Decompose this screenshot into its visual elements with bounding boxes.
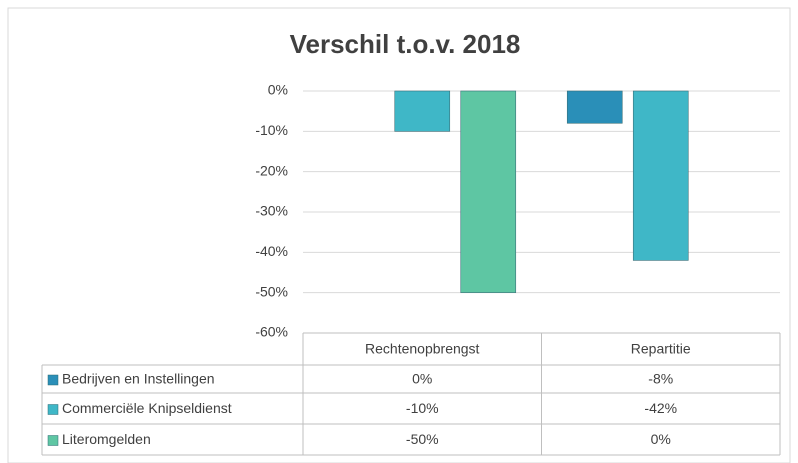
legend-key xyxy=(47,374,59,386)
y-tick-label: -10% xyxy=(255,122,288,138)
y-tick-label: -50% xyxy=(255,283,288,299)
y-tick-label: -30% xyxy=(255,203,288,219)
legend-key xyxy=(47,404,59,415)
table-value: 0% xyxy=(651,431,671,447)
table-value: -50% xyxy=(406,431,439,447)
bar xyxy=(460,90,517,293)
table-value: -42% xyxy=(644,400,677,416)
bar xyxy=(394,90,451,132)
x-tick-label: Rechtenopbrengst xyxy=(365,341,480,357)
table-value: 0% xyxy=(412,371,432,387)
legend-label: Literomgelden xyxy=(62,431,151,447)
y-tick-label: 0% xyxy=(268,82,288,98)
legend-label: Commerciële Knipseldienst xyxy=(62,400,232,416)
table-value: -10% xyxy=(406,400,439,416)
table-value: -8% xyxy=(648,371,673,387)
legend-label: Bedrijven en Instellingen xyxy=(62,371,215,387)
chart-title: Verschil t.o.v. 2018 xyxy=(290,29,521,59)
bar xyxy=(566,90,623,124)
x-tick-label: Repartitie xyxy=(631,341,691,357)
bar xyxy=(632,90,689,261)
y-tick-label: -20% xyxy=(255,162,288,178)
legend-key xyxy=(47,435,59,446)
y-tick-label: -40% xyxy=(255,243,288,259)
y-tick-label: -60% xyxy=(255,324,288,340)
